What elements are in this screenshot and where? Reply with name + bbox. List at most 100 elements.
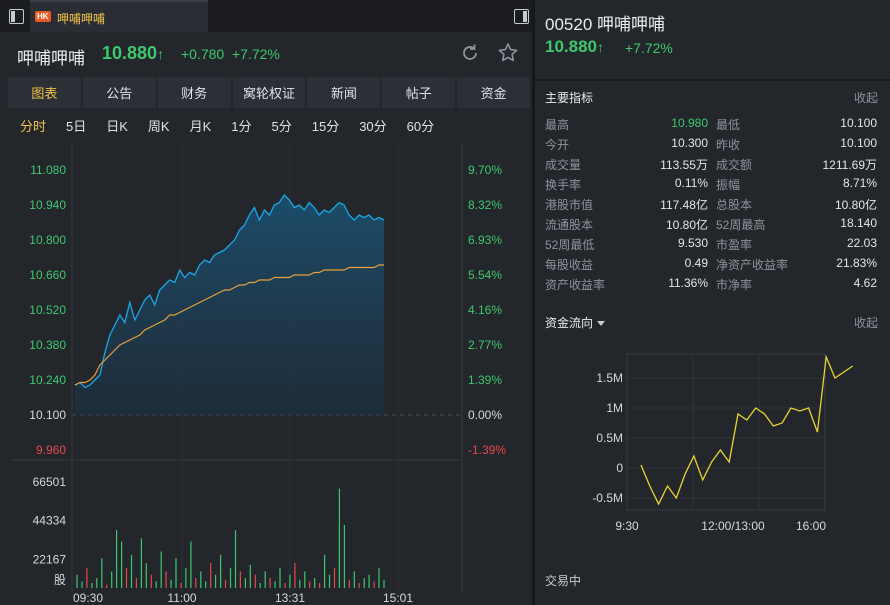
metric-label: 市盈率 [716, 238, 753, 252]
fund-flow-collapse-button[interactable]: 收起 [853, 316, 878, 330]
period-option-6[interactable]: 5分 [271, 119, 292, 134]
metric-value: 10.980 [671, 116, 708, 130]
flow-x-label: 16:00 [796, 519, 826, 533]
metric-value: 10.80亿 [834, 198, 877, 212]
time-axis-label: 11:00 [167, 591, 196, 605]
divider [535, 79, 890, 81]
refresh-icon[interactable] [459, 42, 481, 64]
price-line [74, 193, 385, 389]
price-axis-label: 10.940 [29, 198, 66, 212]
period-option-0[interactable]: 分时 [20, 119, 47, 134]
period-option-8[interactable]: 30分 [359, 119, 387, 134]
chart-tab-6[interactable]: 资金 [457, 77, 531, 108]
stock-tab-title: 呷哺呷哺 [57, 12, 106, 26]
period-option-9[interactable]: 60分 [406, 119, 435, 134]
pct-axis-label: 1.39% [468, 373, 502, 387]
price-axis-label: 10.660 [29, 268, 66, 282]
metrics-title: 主要指标 [545, 91, 594, 105]
price-area [75, 195, 384, 415]
panel-splitter[interactable] [532, 0, 535, 605]
chart-nav-tabs: 图表 公告 财务 窝轮权证 新闻 帖子 资金 [8, 77, 531, 108]
metric-value: 11.36% [668, 276, 708, 290]
metric-value: 117.48亿 [660, 198, 708, 212]
flow-x-label: 12:00/13:00 [701, 519, 765, 533]
pct-axis-label: 5.54% [468, 268, 502, 282]
metric-label: 成交量 [545, 158, 582, 172]
toggle-right-panel-icon[interactable] [514, 9, 529, 24]
right-stock-title: 00520 呷哺呷哺 [545, 15, 665, 34]
price-axis-label: 9.960 [36, 443, 66, 457]
flow-frame [626, 353, 826, 511]
metric-label: 换手率 [545, 178, 582, 192]
metric-value: 21.83% [836, 256, 877, 270]
flow-y-label: -0.5M [592, 491, 623, 505]
metric-value: 113.55万 [660, 158, 708, 172]
metric-label: 52周最高 [716, 218, 766, 232]
period-option-7[interactable]: 15分 [311, 119, 340, 134]
stock-change: +0.780 +7.72% [181, 46, 280, 62]
pct-axis-label: 2.77% [468, 338, 502, 352]
volume-axis-label: 22167 [33, 552, 67, 566]
favorite-star-icon[interactable] [497, 42, 519, 64]
metric-value: 1211.69万 [822, 158, 878, 172]
volume-axis-label: 66501 [33, 475, 67, 489]
metric-value: 10.100 [840, 136, 877, 150]
fund-flow-chart: 1.5M 1M 0.5M 0 -0.5M 9:30 12:00/13:00 16:00 [592, 353, 854, 533]
metric-label: 净资产收益率 [716, 258, 789, 272]
metric-value: 0.11% [674, 176, 708, 190]
chart-tab-0[interactable]: 图表 [8, 77, 81, 108]
metric-value: 10.80亿 [665, 218, 708, 232]
pct-axis-label: 0.00% [468, 408, 502, 422]
chart-tab-3[interactable]: 窝轮权证 [232, 77, 306, 108]
chart-period-selector: 分时 5日 日K 周K 月K 1分 5分 15分 30分 60分 [20, 116, 454, 138]
metrics-collapse-button[interactable]: 收起 [853, 91, 878, 105]
metric-value: 0.49 [684, 256, 708, 270]
intraday-chart[interactable]: 11.080 9.70% 10.940 8.32% 10.800 6.93% 10.660 5… [0, 142, 532, 605]
metric-value: 8.71% [842, 176, 877, 190]
period-option-5[interactable]: 1分 [231, 119, 252, 134]
metric-value: 18.140 [840, 216, 877, 230]
metric-value: 10.300 [671, 136, 708, 150]
price-axis-label: 10.100 [29, 408, 66, 422]
pct-axis-label: 6.93% [468, 233, 502, 247]
right-stock-price: 10.880↑ [545, 37, 604, 56]
tab-bar: HK 呷哺呷哺 [0, 0, 532, 32]
metric-value: 4.62 [853, 276, 877, 290]
metric-label: 港股市值 [545, 198, 594, 212]
chart-tab-2[interactable]: 财务 [157, 77, 231, 108]
period-option-4[interactable]: 月K [189, 119, 212, 134]
chart-tab-1[interactable]: 公告 [82, 77, 156, 108]
metric-label: 52周最低 [545, 238, 595, 252]
toggle-left-panel-icon[interactable] [9, 9, 24, 24]
pct-axis-label: 9.70% [468, 163, 502, 177]
metric-label: 总股本 [716, 198, 753, 212]
right-panel [535, 0, 890, 605]
chart-tab-5[interactable]: 帖子 [382, 77, 456, 108]
volume-axis-label: 44334 [33, 514, 67, 528]
volume-unit-label: 股 [54, 573, 66, 587]
flow-y-label: 1.5M [596, 371, 623, 385]
period-option-3[interactable]: 周K [147, 119, 170, 134]
right-stock-change-pct: +7.72% [625, 40, 673, 56]
metric-label: 最高 [545, 118, 570, 132]
fund-flow-dropdown[interactable]: 资金流向 [545, 314, 606, 331]
metric-label: 流通股本 [545, 218, 594, 232]
price-axis-label: 11.080 [30, 163, 66, 177]
period-option-1[interactable]: 5日 [66, 119, 87, 134]
stock-name: 呷哺呷哺 [17, 49, 85, 68]
pct-axis-label: -1.39% [468, 443, 506, 457]
stock-tab[interactable]: HK 呷哺呷哺 [30, 0, 208, 32]
metric-value: 9.530 [677, 236, 708, 250]
metric-value: 10.100 [840, 116, 877, 130]
time-axis-label: 13:31 [275, 591, 305, 605]
metric-value: 22.03 [846, 236, 877, 250]
time-axis-label: 15:01 [383, 591, 413, 605]
chart-tab-4[interactable]: 新闻 [307, 77, 381, 108]
hk-badge: HK [35, 11, 51, 22]
stock-price: 10.880↑ [102, 43, 165, 63]
stock-header: 呷哺呷哺 10.880↑ +0.780 +7.72% [0, 32, 532, 74]
metric-label: 最低 [716, 118, 741, 132]
period-option-2[interactable]: 日K [106, 119, 128, 134]
price-axis-label: 10.800 [29, 233, 66, 247]
price-axis-label: 10.380 [29, 338, 66, 352]
